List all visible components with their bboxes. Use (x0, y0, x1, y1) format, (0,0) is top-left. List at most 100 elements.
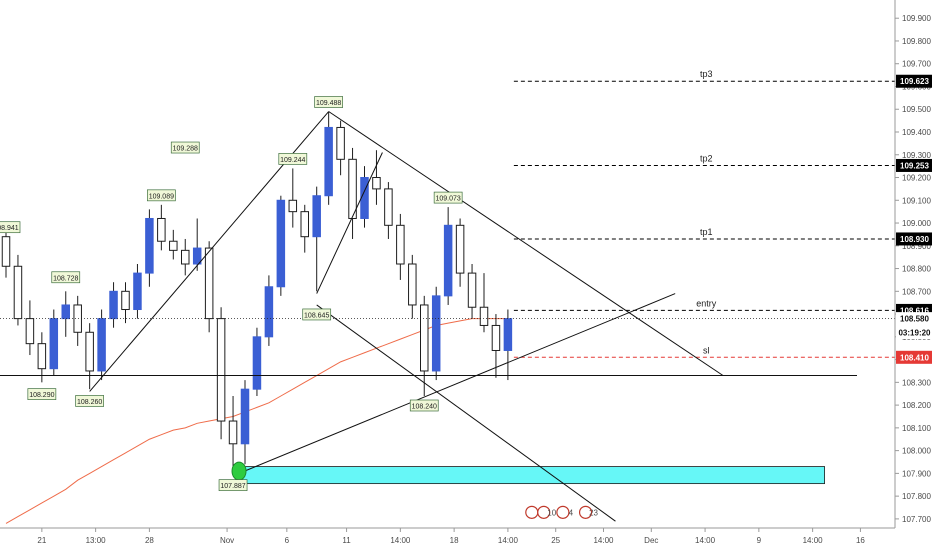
price-label-text: 109.288 (173, 146, 198, 153)
candle-body (204, 247, 214, 320)
price-label-box (75, 395, 105, 407)
price-tick-label: 109.500 (902, 105, 931, 114)
trend-line-4 (316, 304, 616, 522)
price-label-box (0, 221, 21, 234)
price-label-text: 108.728 (53, 275, 78, 282)
price-label-box (314, 96, 343, 108)
time-tick-label: 28 (145, 536, 154, 545)
time-tick-label: 16 (856, 536, 865, 545)
price-label-text: 109.089 (149, 193, 174, 200)
price-label-box (147, 189, 176, 202)
time-tick-label: 14:00 (498, 536, 519, 545)
current-price-tag-text: 108.580 (900, 315, 929, 324)
level-name-tp1: tp1 (700, 227, 713, 237)
level-name-entry: entry (696, 298, 717, 308)
price-label-text: 108.240 (412, 404, 437, 411)
price-tick-label: 107.700 (902, 515, 931, 524)
candle-body (276, 199, 286, 288)
trend-line-5 (238, 293, 676, 474)
candle-body (467, 272, 477, 308)
drawings-layer: tp3 tp2 tp1 entry sl (0, 69, 895, 522)
price-tick-label: 108.900 (902, 242, 931, 251)
price-tick-label: 109.200 (902, 174, 931, 183)
candle-body (216, 318, 226, 422)
candle-body (491, 324, 501, 351)
candle-body (240, 388, 250, 445)
candle-body (109, 290, 118, 320)
candle-body (49, 318, 59, 370)
candle-body (396, 224, 405, 265)
candle-body (13, 265, 23, 320)
level-tp2-tag-box (896, 158, 932, 172)
level-tp1-tag-box (896, 232, 932, 246)
candles-layer (1, 111, 513, 467)
price-tick-label: 107.800 (902, 492, 931, 501)
candle-body (192, 247, 202, 265)
price-label-box (218, 479, 248, 492)
candle-body (25, 318, 35, 345)
time-tick-label: 18 (450, 536, 459, 545)
price-tick-label: 108.800 (902, 265, 931, 274)
level-sl-tag-text: 108.410 (900, 353, 929, 362)
time-tick-label: Dec (644, 536, 658, 545)
countdown-text: 03:19:20 (898, 329, 931, 338)
level-name-tp2: tp2 (700, 153, 713, 163)
price-tick-label: 109.800 (902, 37, 931, 46)
price-tick-label: 108.200 (902, 401, 931, 410)
price-label-text: 109.244 (280, 157, 305, 164)
price-tick-label: 109.000 (902, 219, 931, 228)
price-tick-label: 108.300 (902, 378, 931, 387)
level-name-sl: sl (703, 345, 710, 355)
candle-body (97, 318, 106, 372)
price-tick-label: 109.700 (902, 60, 931, 69)
candle-body (300, 211, 309, 238)
level-tp3-tag-text: 109.623 (900, 77, 929, 86)
price-tick-label: 108.700 (902, 287, 931, 296)
price-tick-label: 109.400 (902, 128, 931, 137)
candle-body (169, 240, 178, 251)
countdown-box (896, 326, 932, 340)
candle-body (228, 420, 238, 445)
price-label-text: 109.488 (316, 100, 341, 107)
candle-body (252, 336, 262, 390)
price-labels-layer: 108.941 108.728 108.290 108.260 109.089 109.2… (0, 96, 463, 492)
candle-body (372, 177, 381, 190)
trend-line-3 (316, 152, 383, 294)
price-tick-label: 107.900 (902, 469, 931, 478)
candle-body (503, 318, 513, 351)
candle-body (420, 304, 429, 372)
candle-body (360, 177, 369, 219)
event-count-3: 4 (569, 508, 574, 517)
candle-body (348, 158, 357, 219)
price-tick-label: 109.300 (902, 151, 931, 160)
candle-body (384, 188, 393, 226)
price-label-box (433, 191, 463, 204)
price-label-box (278, 153, 308, 165)
time-tick-label: 21 (37, 536, 46, 545)
price-label-text: 109.073 (435, 196, 460, 203)
level-tp3-tag-box (896, 74, 932, 88)
time-tick-label: 6 (285, 536, 290, 545)
level-sl-tag-box (896, 350, 932, 364)
highlight-marker (231, 461, 247, 481)
demand-zone (238, 466, 825, 485)
event-flag-icon (537, 505, 551, 519)
candle-body (443, 224, 453, 297)
time-tick-label: 14:00 (695, 536, 716, 545)
event-flag-icon (525, 505, 539, 519)
candle-body (455, 224, 465, 274)
event-count-2: 10 (547, 508, 556, 517)
time-tick-label: 25 (551, 536, 560, 545)
candle-body (431, 295, 441, 372)
trend-line-2 (328, 111, 724, 376)
time-tick-label: Nov (220, 536, 234, 545)
price-label-text: 108.260 (77, 399, 102, 406)
level-tp2-tag-text: 109.253 (900, 161, 929, 170)
candle-body (336, 126, 345, 160)
price-label-box (27, 388, 57, 400)
price-label-text: 108.290 (29, 392, 54, 399)
current-price-tag-box (896, 312, 932, 326)
price-tick-label: 109.100 (902, 196, 931, 205)
